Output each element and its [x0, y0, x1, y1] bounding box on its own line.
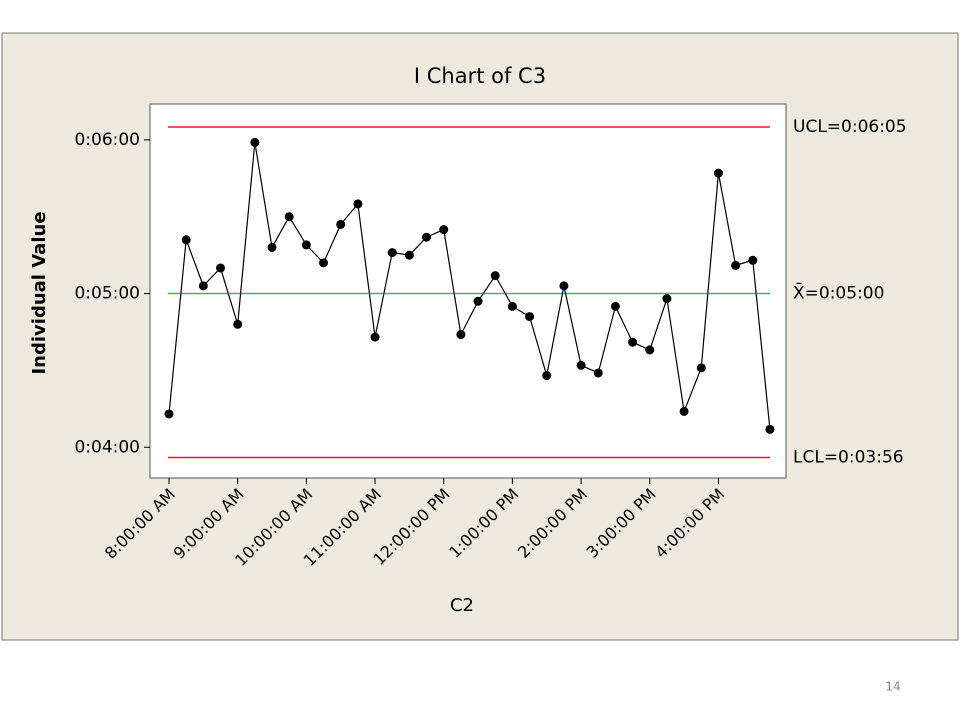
data-point [765, 424, 775, 434]
data-point [198, 281, 208, 291]
y-tick-label: 0:06:00 [74, 130, 140, 150]
data-point [542, 371, 552, 381]
data-point [439, 225, 449, 235]
data-point [731, 260, 741, 270]
data-point [473, 296, 483, 306]
chart-title: I Chart of C3 [414, 64, 546, 88]
data-point [370, 332, 380, 342]
control-line-label: X̄=0:05:00 [793, 281, 884, 303]
control-line-label: LCL=0:03:56 [793, 448, 904, 468]
data-point [216, 263, 226, 273]
data-point [181, 235, 191, 245]
data-point [284, 212, 294, 222]
data-point [456, 330, 466, 340]
data-point [610, 301, 620, 311]
data-point [490, 271, 500, 281]
data-point [679, 406, 689, 416]
data-point [593, 368, 603, 378]
data-point [233, 319, 243, 329]
data-point [267, 242, 277, 252]
data-point [628, 337, 638, 347]
plot-area [149, 103, 787, 479]
data-point [559, 281, 569, 291]
data-point [336, 219, 346, 229]
y-axis-label: Individual Value [29, 211, 50, 374]
series-line [168, 142, 771, 430]
data-point [422, 232, 432, 242]
data-point [696, 363, 706, 373]
control-line-label: UCL=0:06:05 [793, 117, 907, 137]
data-point [319, 258, 329, 268]
x-axis-label: C2 [450, 595, 474, 616]
data-point [748, 255, 758, 265]
data-point [576, 360, 586, 370]
data-point [507, 301, 517, 311]
data-point [404, 250, 414, 260]
y-tick-label: 0:04:00 [74, 437, 140, 457]
data-point [662, 294, 672, 304]
y-tick-label: 0:05:00 [74, 284, 140, 304]
data-point [353, 199, 363, 209]
data-point [250, 137, 260, 147]
data-point [164, 409, 174, 419]
data-point [301, 240, 311, 250]
data-point [525, 312, 535, 322]
data-point [713, 168, 723, 178]
page-number: 14 [885, 680, 900, 694]
data-point [645, 345, 655, 355]
data-point [387, 248, 397, 258]
